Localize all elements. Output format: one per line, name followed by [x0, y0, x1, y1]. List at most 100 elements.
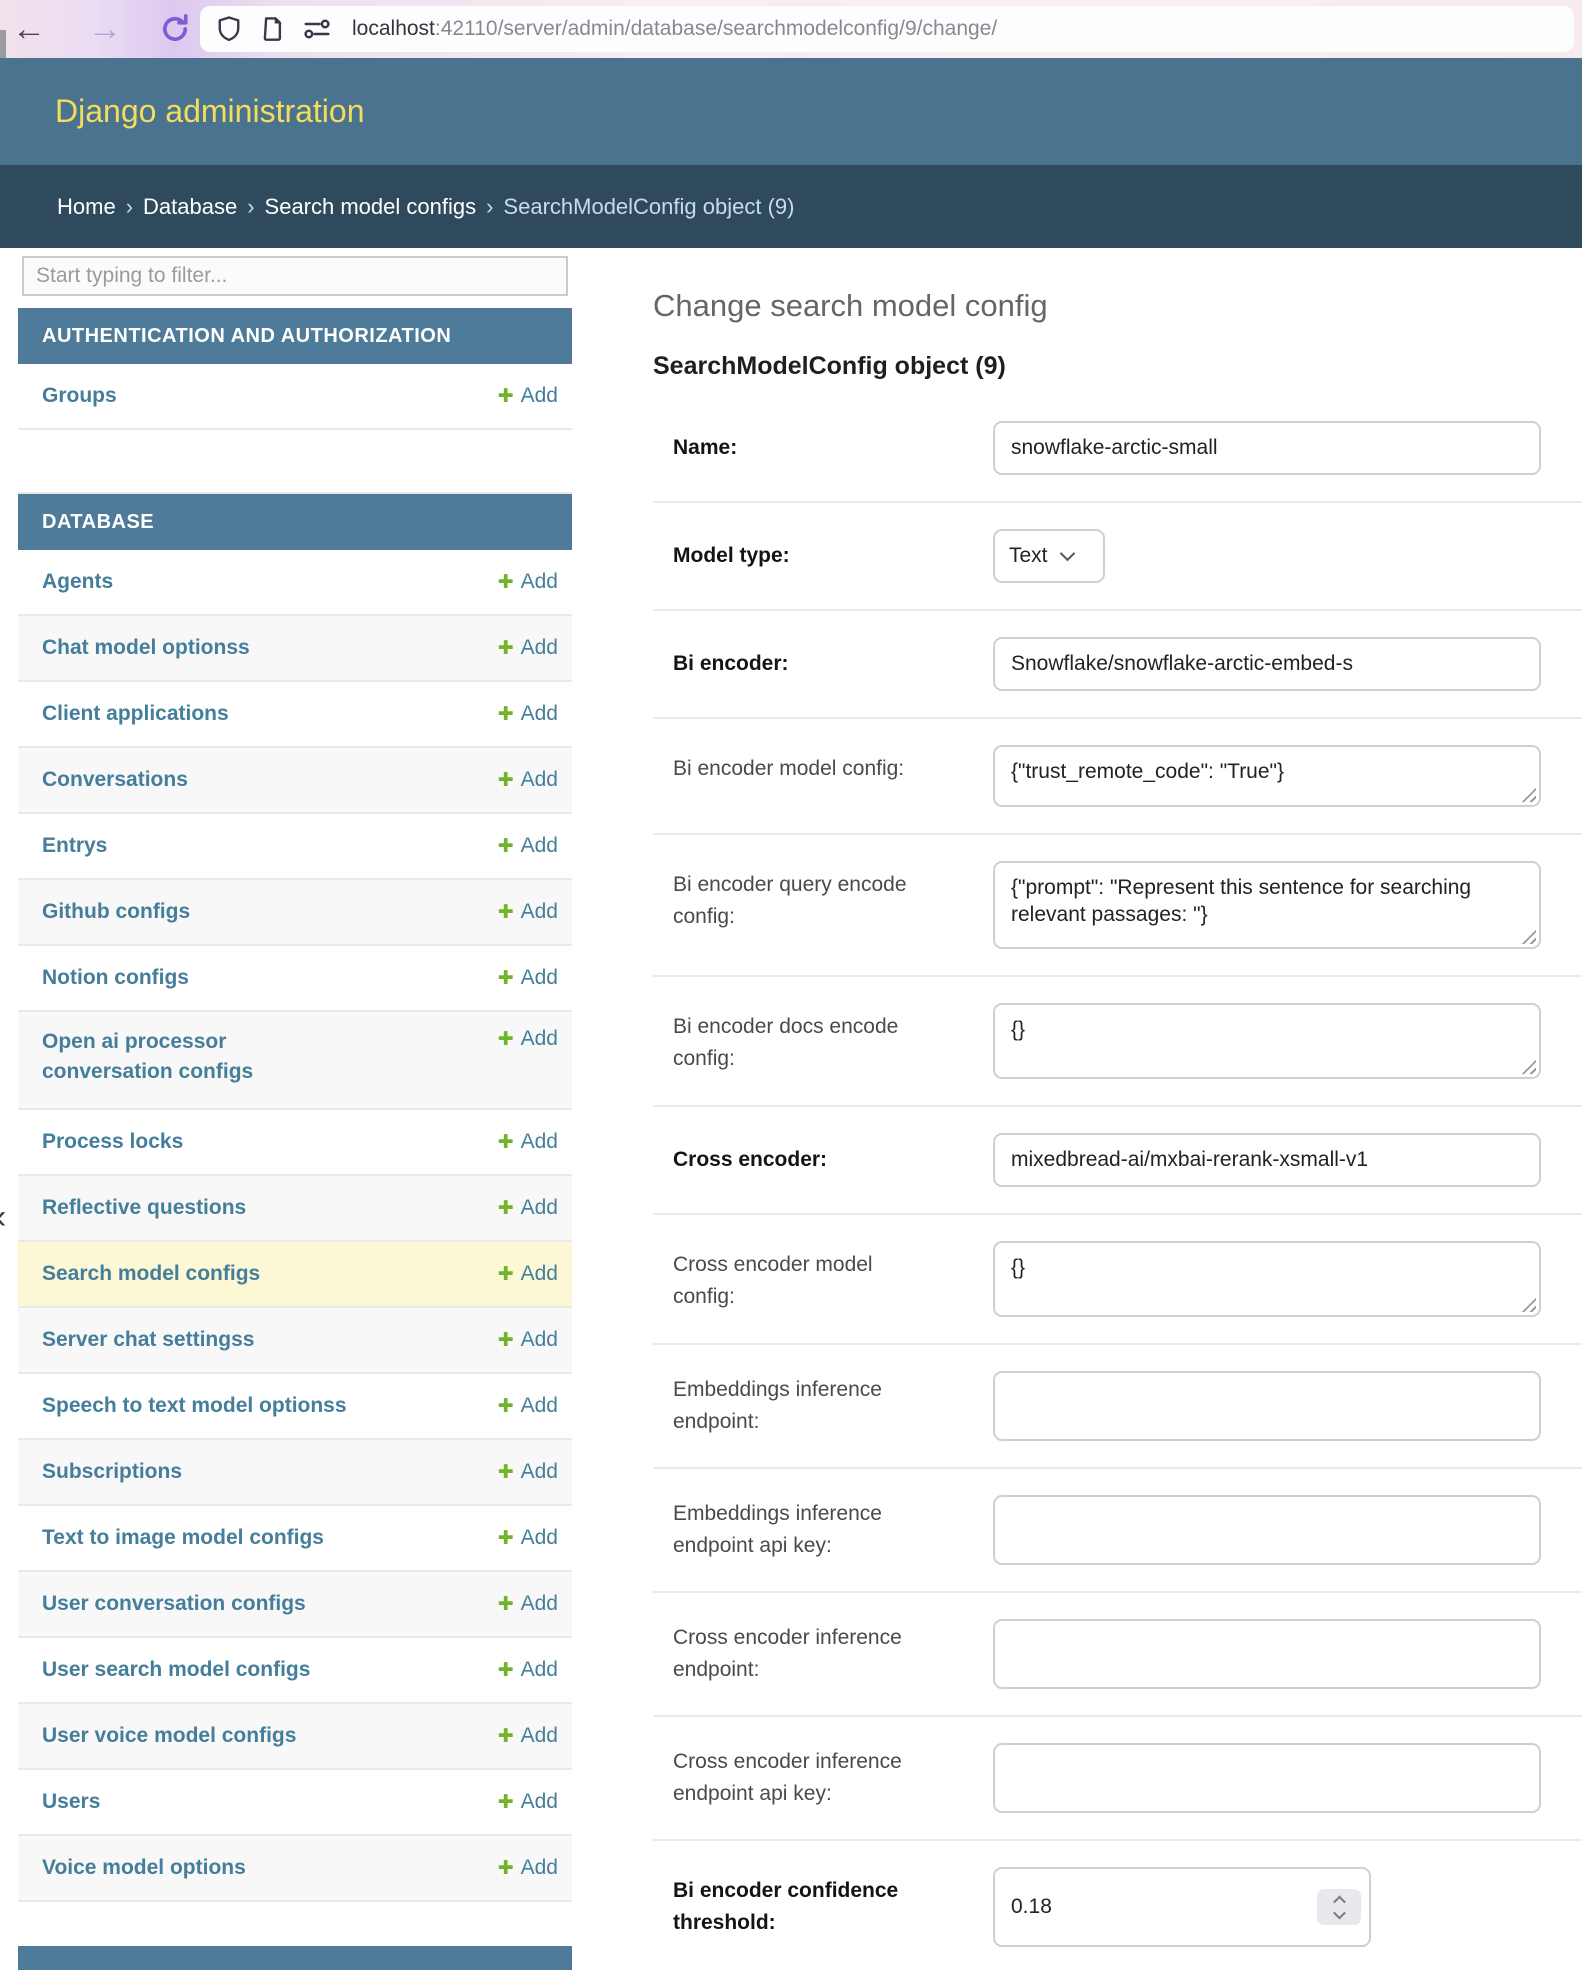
sidebar-item-server-chat-settingss[interactable]: Server chat settingss ✚ Add: [18, 1308, 572, 1374]
sidebar-item-entrys[interactable]: Entrys ✚ Add: [18, 814, 572, 880]
sidebar-item-user-search-model-configs[interactable]: User search model configs ✚ Add: [18, 1638, 572, 1704]
add-link[interactable]: ✚ Add: [498, 1592, 558, 1616]
plus-icon: ✚: [497, 1857, 514, 1879]
form-row: Model type: Text: [653, 503, 1582, 611]
add-link[interactable]: ✚ Add: [498, 1658, 558, 1682]
sidebar-item-open-ai-processor-conversation-configs[interactable]: Open ai processor conversation configs ✚ A…: [18, 1012, 572, 1110]
sidebar-item-label[interactable]: Chat model optionss: [42, 636, 250, 659]
permissions-sliders-icon[interactable]: [302, 14, 332, 44]
field-label: Name:: [673, 436, 738, 459]
field-control: [993, 1619, 1541, 1689]
sidebar-filter-input[interactable]: [22, 256, 568, 296]
sidebar-item-label[interactable]: Open ai processor conversation configs: [42, 1030, 254, 1083]
add-link[interactable]: ✚ Add: [498, 1790, 558, 1814]
url-path: :42110/server/admin/database/searchmodel…: [434, 17, 998, 40]
text-input[interactable]: [993, 1619, 1541, 1689]
sidebar-item-client-applications[interactable]: Client applications ✚ Add: [18, 682, 572, 748]
number-input[interactable]: [993, 1867, 1371, 1947]
shield-icon[interactable]: [214, 14, 244, 44]
sidebar-collapse-chevron-icon[interactable]: ‹: [0, 1198, 6, 1237]
text-input[interactable]: [993, 1371, 1541, 1441]
breadcrumb-link[interactable]: Database: [143, 193, 238, 219]
text-input[interactable]: [993, 1495, 1541, 1565]
sidebar-item-text-to-image-model-configs[interactable]: Text to image model configs ✚ Add: [18, 1506, 572, 1572]
json-textarea[interactable]: {}: [993, 1241, 1541, 1317]
page-info-icon[interactable]: [258, 14, 288, 44]
sidebar-item-label[interactable]: Subscriptions: [42, 1460, 183, 1483]
sidebar-item-label[interactable]: User voice model configs: [42, 1724, 297, 1747]
sidebar-item-search-model-configs[interactable]: Search model configs ✚ Add: [18, 1242, 572, 1308]
sidebar-item-users[interactable]: Users ✚ Add: [18, 1770, 572, 1836]
number-stepper[interactable]: [1317, 1889, 1361, 1925]
address-bar[interactable]: localhost:42110/server/admin/database/se…: [200, 6, 1574, 52]
app-title[interactable]: Django administration: [55, 93, 365, 129]
add-link[interactable]: ✚ Add: [498, 768, 558, 792]
sidebar-item-chat-model-optionss[interactable]: Chat model optionss ✚ Add: [18, 616, 572, 682]
sidebar-item-label[interactable]: Process locks: [42, 1130, 184, 1153]
sidebar-item-label[interactable]: User conversation configs: [42, 1592, 306, 1615]
sidebar-item-label[interactable]: Users: [42, 1790, 101, 1813]
stepper-down-icon[interactable]: [1332, 1906, 1346, 1919]
sidebar-item-github-configs[interactable]: Github configs ✚ Add: [18, 880, 572, 946]
sidebar-item-label[interactable]: Notion configs: [42, 966, 189, 989]
breadcrumb-link[interactable]: Search model configs: [264, 193, 477, 219]
json-textarea[interactable]: {"trust_remote_code": "True"}: [993, 745, 1541, 807]
add-link[interactable]: ✚ Add: [498, 966, 558, 990]
sidebar-item-groups[interactable]: Groups ✚ Add: [18, 364, 572, 430]
sidebar-item-reflective-questions[interactable]: Reflective questions ✚ Add: [18, 1176, 572, 1242]
sidebar-item-label[interactable]: Groups: [42, 384, 117, 407]
add-link[interactable]: ✚ Add: [498, 1130, 558, 1154]
add-link[interactable]: ✚ Add: [498, 1526, 558, 1550]
sidebar-item-label[interactable]: Reflective questions: [42, 1196, 247, 1219]
sidebar-item-user-voice-model-configs[interactable]: User voice model configs ✚ Add: [18, 1704, 572, 1770]
add-link[interactable]: ✚ Add: [498, 1724, 558, 1748]
sidebar-item-label[interactable]: Entrys: [42, 834, 108, 857]
sidebar-item-agents[interactable]: Agents ✚ Add: [18, 550, 572, 616]
text-input[interactable]: [993, 1743, 1541, 1813]
sidebar-item-process-locks[interactable]: Process locks ✚ Add: [18, 1110, 572, 1176]
add-link[interactable]: ✚ Add: [498, 900, 558, 924]
sidebar-item-label[interactable]: Conversations: [42, 768, 188, 791]
sidebar-item-notion-configs[interactable]: Notion configs ✚ Add: [18, 946, 572, 1012]
text-input[interactable]: [993, 637, 1541, 691]
text-input[interactable]: [993, 1133, 1541, 1187]
sidebar-item-conversations[interactable]: Conversations ✚ Add: [18, 748, 572, 814]
add-link[interactable]: ✚ Add: [498, 384, 558, 408]
forward-icon[interactable]: →: [88, 10, 122, 48]
sidebar-item-label[interactable]: Client applications: [42, 702, 229, 725]
text-input[interactable]: [993, 421, 1541, 475]
add-link[interactable]: ✚ Add: [498, 1394, 558, 1418]
sidebar-item-label[interactable]: Github configs: [42, 900, 191, 923]
add-link[interactable]: ✚ Add: [498, 570, 558, 594]
browser-toolbar: ← →: [0, 0, 1582, 58]
sidebar-item-label[interactable]: Voice model options: [42, 1856, 246, 1879]
sidebar-item-label[interactable]: Speech to text model optionss: [42, 1394, 347, 1417]
add-link[interactable]: ✚ Add: [498, 1196, 558, 1220]
add-link[interactable]: ✚ Add: [498, 834, 558, 858]
model-type-select[interactable]: Text: [993, 529, 1105, 583]
sidebar-item-label[interactable]: Server chat settingss: [42, 1328, 255, 1351]
add-link[interactable]: ✚ Add: [498, 636, 558, 660]
url-text[interactable]: localhost:42110/server/admin/database/se…: [352, 17, 997, 41]
add-link[interactable]: ✚ Add: [498, 702, 558, 726]
breadcrumb-link[interactable]: Home: [57, 193, 116, 219]
add-link[interactable]: ✚ Add: [498, 1328, 558, 1352]
add-link[interactable]: ✚ Add: [498, 1027, 558, 1051]
sidebar-item-label[interactable]: Search model configs: [42, 1262, 261, 1285]
json-textarea[interactable]: {}: [993, 1003, 1541, 1079]
refresh-icon[interactable]: [158, 12, 192, 46]
add-link[interactable]: ✚ Add: [498, 1460, 558, 1484]
add-link[interactable]: ✚ Add: [498, 1856, 558, 1880]
sidebar-item-label[interactable]: Agents: [42, 570, 114, 593]
back-icon[interactable]: ←: [12, 10, 46, 48]
field-control: [993, 1133, 1541, 1187]
sidebar-item-speech-to-text-model-optionss[interactable]: Speech to text model optionss ✚ Add: [18, 1374, 572, 1440]
sidebar-item-label[interactable]: User search model configs: [42, 1658, 311, 1681]
sidebar-item-subscriptions[interactable]: Subscriptions ✚ Add: [18, 1440, 572, 1506]
json-textarea[interactable]: {"prompt": "Represent this sentence for …: [993, 861, 1541, 949]
sidebar-item-voice-model-options[interactable]: Voice model options ✚ Add: [18, 1836, 572, 1902]
sidebar-item-label[interactable]: Text to image model configs: [42, 1526, 324, 1549]
sidebar-spacer: [18, 1902, 572, 1946]
sidebar-item-user-conversation-configs[interactable]: User conversation configs ✚ Add: [18, 1572, 572, 1638]
add-link[interactable]: ✚ Add: [498, 1262, 558, 1286]
